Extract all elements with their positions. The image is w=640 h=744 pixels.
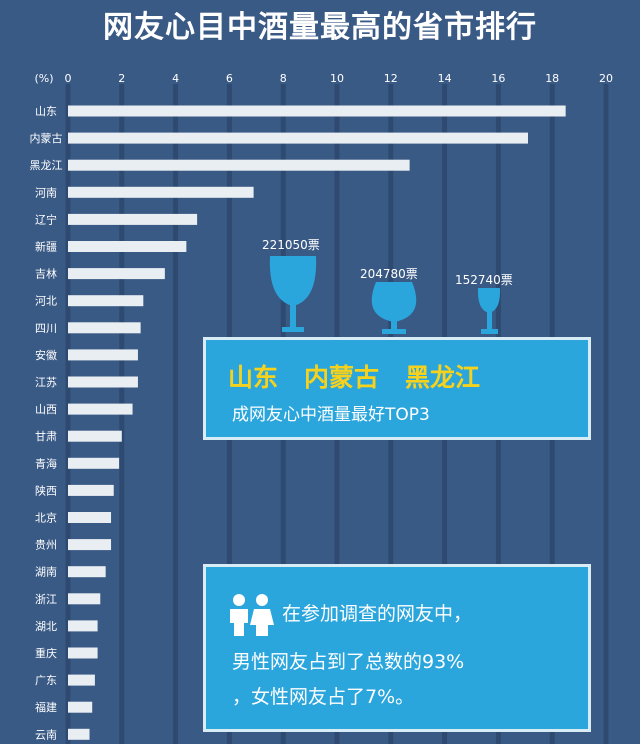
category-label-14: 陕西 [35, 483, 57, 497]
bar-19 [68, 620, 98, 632]
x-tick-label-1: 2 [118, 72, 125, 85]
x-tick-label-2: 4 [172, 72, 179, 85]
top3-name-3: 黑龙江 [405, 363, 481, 392]
bar-12 [68, 430, 122, 442]
category-label-3: 河南 [35, 186, 57, 199]
bar-15 [68, 512, 112, 523]
survey-text-line-3: ，女性网友占了7%。 [232, 686, 415, 708]
bar-1 [68, 132, 528, 144]
x-tick-label-9: 18 [545, 72, 559, 85]
bar-2 [68, 159, 410, 171]
category-label-2: 黑龙江 [30, 159, 63, 172]
x-tick-label-6: 12 [384, 72, 398, 85]
bar-14 [68, 484, 114, 496]
top3-names: 山东 内蒙古 黑龙江 [228, 358, 506, 394]
category-label-7: 河北 [35, 295, 57, 308]
bar-22 [68, 701, 93, 713]
bar-10 [68, 376, 138, 388]
male-female-people-icon [230, 594, 274, 636]
category-label-20: 重庆 [35, 646, 57, 660]
bar-18 [68, 593, 101, 605]
category-label-22: 福建 [35, 700, 57, 714]
bar-9 [68, 349, 138, 361]
x-tick-label-5: 10 [330, 72, 344, 85]
category-label-19: 湖北 [35, 620, 57, 633]
bar-0 [68, 105, 566, 117]
bar-4 [68, 213, 198, 225]
x-tick-label-10: 20 [599, 72, 613, 85]
vote-count-1: 221050票 [262, 238, 320, 252]
category-label-16: 贵州 [35, 539, 57, 552]
bar-20 [68, 647, 98, 659]
bar-13 [68, 457, 120, 469]
survey-callout: 在参加调查的网友中， 男性网友占到了总数的93% ，女性网友占了7%。 [203, 564, 591, 732]
category-label-18: 浙江 [35, 593, 57, 606]
bar-11 [68, 403, 133, 415]
x-tick-label-8: 16 [491, 72, 505, 85]
x-unit-label: (%) [34, 72, 53, 85]
category-label-23: 云南 [35, 728, 57, 741]
category-label-8: 四川 [35, 322, 57, 335]
bar-6 [68, 268, 165, 280]
survey-text-line-1: 在参加调查的网友中， [282, 603, 473, 625]
category-label-21: 广东 [35, 674, 57, 687]
category-label-9: 安徽 [35, 348, 57, 362]
category-label-15: 北京 [35, 511, 57, 525]
bar-8 [68, 322, 141, 334]
vote-count-2: 204780票 [360, 267, 418, 281]
bar-5 [68, 241, 187, 252]
category-label-6: 吉林 [35, 267, 57, 281]
category-label-10: 江苏 [35, 376, 57, 389]
page-title: 网友心目中酒量最高的省市排行 [103, 10, 537, 45]
top3-name-2: 内蒙古 [304, 363, 380, 392]
category-label-4: 辽宁 [35, 212, 57, 226]
bar-7 [68, 295, 144, 307]
survey-text-line-2: 男性网友占到了总数的93% [232, 651, 465, 673]
x-tick-label-7: 14 [438, 72, 452, 85]
x-tick-label-3: 6 [226, 72, 233, 85]
top3-callout: 山东 内蒙古 黑龙江 成网友心中酒量最好TOP3 [203, 337, 591, 440]
category-label-17: 湖南 [35, 566, 57, 579]
bar-21 [68, 674, 95, 686]
category-label-1: 内蒙古 [30, 131, 63, 145]
category-label-12: 甘肃 [35, 430, 57, 443]
x-tick-label-4: 8 [280, 72, 287, 85]
bar-17 [68, 566, 106, 578]
top3-subtitle: 成网友心中酒量最好TOP3 [232, 405, 430, 425]
bar-23 [68, 728, 90, 740]
top3-name-1: 山东 [228, 363, 279, 392]
category-label-13: 青海 [35, 456, 57, 470]
x-tick-label-0: 0 [65, 72, 72, 85]
category-label-0: 山东 [35, 105, 57, 118]
category-label-11: 山西 [35, 403, 57, 416]
bar-3 [68, 186, 254, 198]
bar-16 [68, 539, 112, 551]
vote-count-3: 152740票 [455, 273, 513, 287]
category-label-5: 新疆 [35, 240, 57, 254]
